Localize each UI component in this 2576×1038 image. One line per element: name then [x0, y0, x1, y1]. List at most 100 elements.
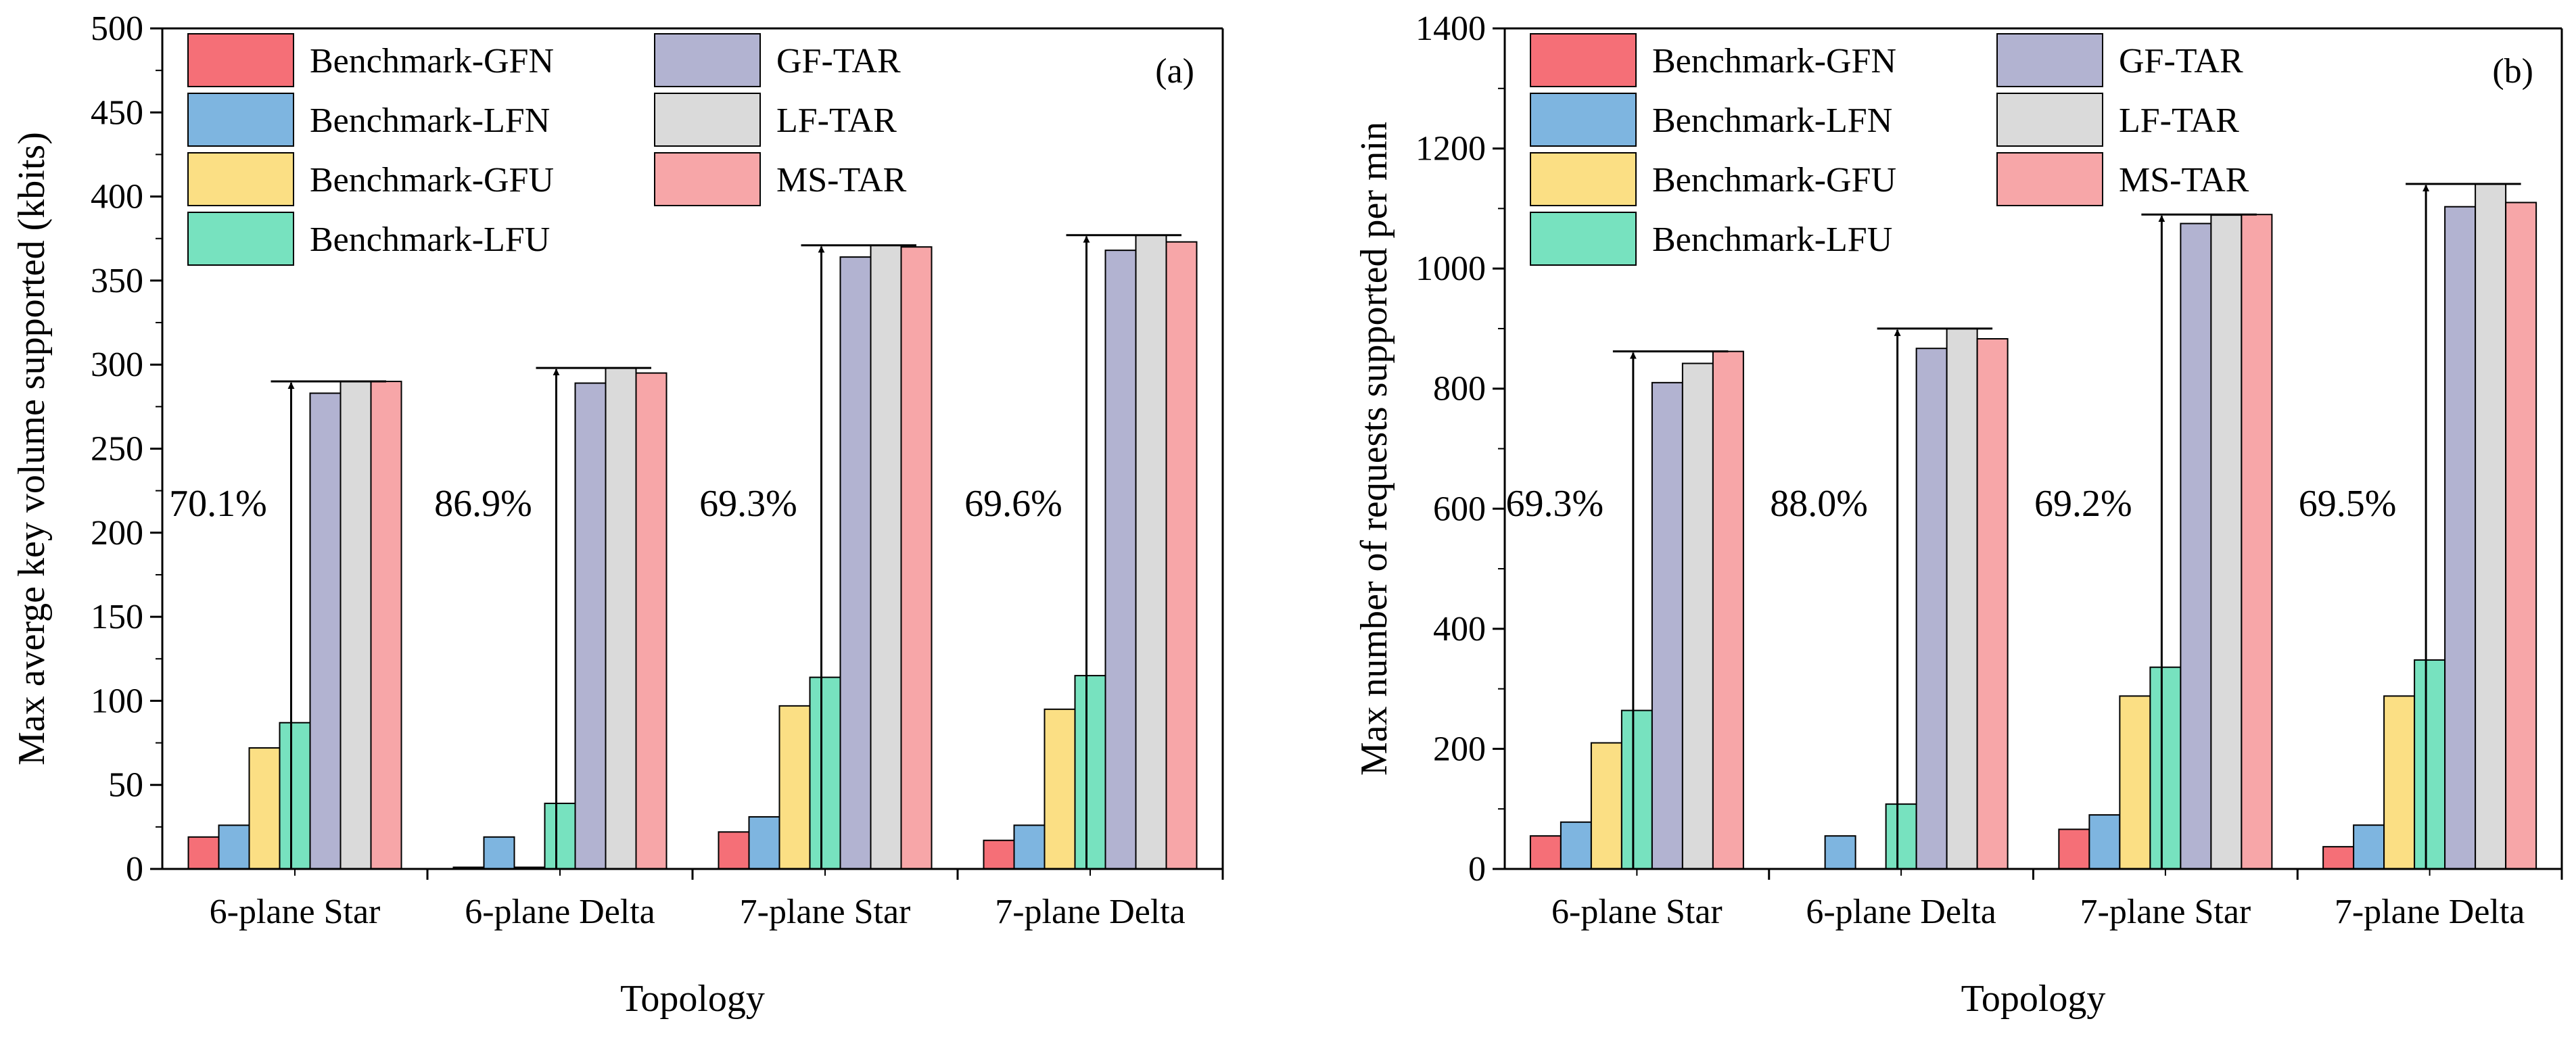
percentage-label: 69.5% — [2299, 483, 2397, 525]
bar-gf-tar-6-plane-star — [309, 392, 342, 870]
x-tick-label: 7-plane Delta — [995, 893, 1186, 931]
bar-benchmark-lfn-6-plane-delta — [483, 836, 515, 870]
y-tick-label: 600 — [1433, 490, 1486, 528]
percentage-label: 69.6% — [964, 483, 1062, 525]
percentage-label: 86.9% — [434, 483, 532, 525]
chart-panel-a: 70.1% 86.9% 69.3% 69.6% 0 50 100 150 200 250 300 35… — [11, 9, 1224, 1020]
legend-swatch-lf-tar — [654, 93, 761, 147]
bar-benchmark-lfu-6-plane-delta — [544, 803, 576, 870]
x-tick-label: 6-plane Star — [1551, 893, 1723, 931]
bar-gf-tar-7-plane-delta — [2444, 206, 2477, 870]
bar-benchmark-lfu-6-plane-star — [1620, 709, 1653, 870]
bar-benchmark-gfu-6-plane-star — [1590, 742, 1622, 870]
legend-label-ms-tar: MS-TAR — [2119, 161, 2249, 199]
chart-panel-b: 69.3% 88.0% 69.2% 69.5% 0 200 400 600 800 1000 120… — [1353, 9, 2563, 1020]
bar-gf-tar-7-plane-delta — [1104, 250, 1137, 870]
percentage-label: 70.1% — [169, 483, 267, 525]
legend-label-benchmark-gfu: Benchmark-GFU — [1652, 161, 1896, 199]
y-tick-label: 0 — [126, 850, 143, 889]
bar-benchmark-lfn-6-plane-star — [1560, 821, 1592, 870]
legend-swatch-gf-tar — [1996, 33, 2103, 87]
y-tick-label: 400 — [1433, 610, 1486, 648]
bar-benchmark-gfn-6-plane-star — [1529, 835, 1562, 870]
y-tick-label: 200 — [1433, 730, 1486, 768]
y-tick-label: 200 — [91, 514, 143, 552]
y-tick-label: 300 — [91, 346, 143, 384]
y-axis-title: Max averge key volume supported (kbits) — [11, 132, 53, 765]
bar-benchmark-gfn-6-plane-star — [187, 836, 220, 870]
bar-benchmark-lfu-6-plane-delta — [1885, 803, 1917, 870]
legend-swatch-benchmark-gfn — [187, 33, 294, 87]
bar-benchmark-lfn-6-plane-delta — [1824, 835, 1856, 870]
x-tick-label: 6-plane Delta — [1806, 893, 1996, 931]
bar-benchmark-gfu-6-plane-star — [248, 747, 281, 870]
legend-label-benchmark-lfu: Benchmark-LFU — [1652, 220, 1892, 259]
percentage-label: 69.3% — [1506, 483, 1604, 525]
y-tick-label: 50 — [108, 766, 143, 805]
bar-gf-tar-6-plane-star — [1651, 381, 1683, 870]
bar-ms-tar-7-plane-star — [2241, 214, 2273, 870]
bar-benchmark-lfu-7-plane-delta — [2414, 659, 2446, 870]
bar-ms-tar-7-plane-delta — [2505, 202, 2537, 870]
x-tick-label: 7-plane Star — [740, 893, 911, 931]
legend-label-benchmark-lfn: Benchmark-LFN — [1652, 101, 1892, 140]
percentage-label: 88.0% — [1770, 483, 1868, 525]
legend-swatch-gf-tar — [654, 33, 761, 87]
bar-gf-tar-7-plane-star — [2180, 222, 2212, 870]
x-tick-label: 7-plane Star — [2080, 893, 2251, 931]
bar-benchmark-gfu-7-plane-delta — [1044, 708, 1076, 870]
y-tick-label: 450 — [91, 93, 143, 132]
percentage-label: 69.3% — [699, 483, 797, 525]
y-tick-label: 1400 — [1415, 9, 1486, 48]
legend-swatch-benchmark-lfu — [187, 212, 294, 266]
legend-label-benchmark-gfn: Benchmark-GFN — [1652, 42, 1896, 80]
bar-benchmark-lfn-7-plane-star — [748, 816, 780, 870]
legend-swatch-benchmark-lfu — [1530, 212, 1637, 266]
bar-benchmark-lfu-7-plane-delta — [1074, 675, 1106, 870]
bar-lf-tar-6-plane-delta — [605, 367, 637, 870]
legend-label-gf-tar: GF-TAR — [2119, 42, 2243, 80]
bar-benchmark-gfn-7-plane-star — [2058, 828, 2090, 870]
legend-swatch-benchmark-gfn — [1530, 33, 1637, 87]
x-tick-label: 7-plane Delta — [2335, 893, 2525, 931]
y-tick-label: 1200 — [1415, 130, 1486, 168]
bar-lf-tar-6-plane-star — [339, 381, 372, 870]
y-tick-label: 800 — [1433, 370, 1486, 408]
legend-label-ms-tar: MS-TAR — [776, 161, 907, 199]
bar-lf-tar-6-plane-delta — [1946, 327, 1978, 870]
bar-gf-tar-6-plane-delta — [1915, 348, 1948, 870]
y-tick-label: 1000 — [1415, 250, 1486, 288]
bar-benchmark-lfu-7-plane-star — [809, 676, 841, 870]
legend-swatch-ms-tar — [654, 152, 761, 206]
x-axis-title: Topology — [1961, 978, 2106, 1020]
legend-swatch-ms-tar — [1996, 152, 2103, 206]
bar-ms-tar-7-plane-star — [900, 246, 933, 870]
panel-label: (b) — [2492, 52, 2533, 91]
bar-benchmark-gfn-7-plane-delta — [983, 839, 1015, 870]
x-tick-label: 6-plane Star — [210, 893, 381, 931]
legend-swatch-benchmark-lfn — [187, 93, 294, 147]
bar-benchmark-gfn-7-plane-delta — [2322, 846, 2355, 870]
bar-ms-tar-6-plane-delta — [635, 372, 668, 870]
bar-benchmark-lfn-7-plane-star — [2088, 814, 2121, 870]
legend-label-benchmark-lfn: Benchmark-LFN — [310, 101, 550, 140]
legend-label-benchmark-lfu: Benchmark-LFU — [310, 220, 550, 259]
bar-benchmark-lfu-7-plane-star — [2149, 666, 2182, 870]
bar-lf-tar-7-plane-star — [870, 244, 902, 870]
y-tick-label: 250 — [91, 430, 143, 469]
y-tick-label: 500 — [91, 9, 143, 48]
x-tick-label: 6-plane Delta — [465, 893, 655, 931]
bar-ms-tar-7-plane-delta — [1165, 241, 1198, 870]
legend-label-benchmark-gfu: Benchmark-GFU — [310, 161, 554, 199]
y-tick-label: 350 — [91, 262, 143, 300]
bar-benchmark-lfn-7-plane-delta — [1013, 824, 1046, 870]
bar-ms-tar-6-plane-delta — [1976, 338, 2009, 870]
y-tick-label: 0 — [1468, 850, 1486, 889]
bar-benchmark-gfu-7-plane-delta — [2383, 695, 2416, 870]
bar-ms-tar-6-plane-star — [1712, 350, 1744, 870]
legend-swatch-lf-tar — [1996, 93, 2103, 147]
x-axis-title: Topology — [620, 978, 765, 1020]
legend-label-lf-tar: LF-TAR — [776, 101, 897, 140]
panel-label: (a) — [1155, 52, 1194, 91]
